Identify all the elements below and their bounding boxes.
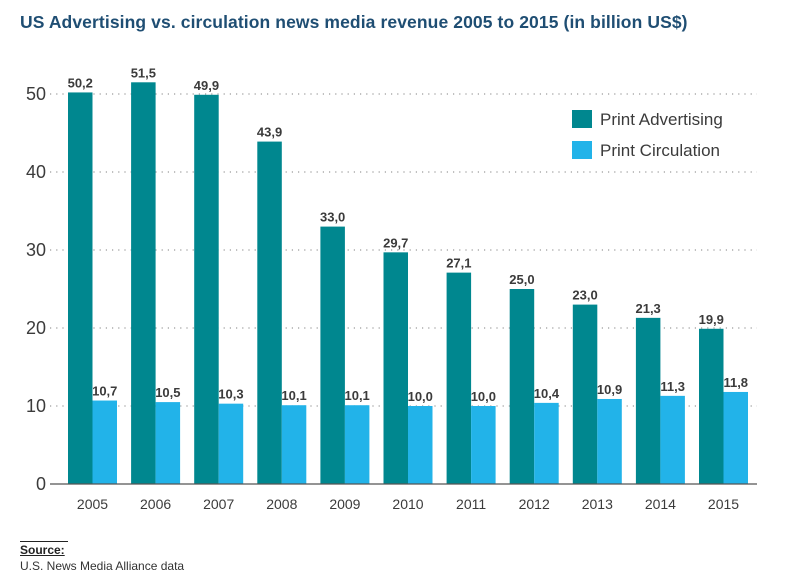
bar-print-advertising bbox=[131, 82, 156, 485]
data-label: 10,0 bbox=[471, 389, 496, 404]
bar-print-advertising bbox=[68, 92, 93, 484]
y-tick-label: 50 bbox=[26, 84, 46, 104]
bar-print-circulation bbox=[471, 406, 496, 484]
x-tick-label: 2013 bbox=[582, 496, 613, 512]
bar-print-circulation bbox=[155, 402, 181, 484]
y-axis-ticks: 0 10 20 30 40 50 bbox=[26, 84, 46, 494]
data-label: 10,7 bbox=[92, 384, 117, 399]
bar-print-circulation bbox=[660, 395, 685, 484]
bars bbox=[68, 82, 748, 485]
bar-print-advertising bbox=[194, 94, 219, 484]
legend-swatch bbox=[572, 110, 592, 128]
data-label: 43,9 bbox=[257, 125, 282, 140]
bar-print-circulation bbox=[344, 405, 370, 484]
data-label: 10,3 bbox=[218, 387, 243, 402]
bar-print-advertising bbox=[446, 272, 472, 484]
source-text: U.S. News Media Alliance data bbox=[20, 559, 185, 573]
x-axis-ticks: 2005 2006 2007 2008 2009 2010 2011 2012 2013 2014… bbox=[77, 496, 739, 512]
bar-print-advertising bbox=[635, 317, 661, 484]
source-heading: Source: bbox=[20, 543, 65, 557]
y-tick-label: 0 bbox=[36, 474, 46, 494]
legend-label: Print Circulation bbox=[600, 141, 720, 160]
x-tick-label: 2014 bbox=[645, 496, 676, 512]
data-label: 19,9 bbox=[699, 312, 724, 327]
data-label: 25,0 bbox=[509, 272, 534, 287]
source-rule bbox=[20, 541, 68, 542]
data-label: 10,9 bbox=[597, 382, 622, 397]
data-label: 23,0 bbox=[572, 288, 597, 303]
bar-print-advertising bbox=[509, 289, 535, 484]
data-label: 33,0 bbox=[320, 210, 345, 225]
data-label: 11,8 bbox=[723, 375, 748, 390]
legend-swatch bbox=[572, 141, 592, 159]
x-tick-label: 2009 bbox=[329, 496, 360, 512]
bar-print-advertising bbox=[572, 304, 598, 484]
x-tick-label: 2008 bbox=[266, 496, 297, 512]
legend-label: Print Advertising bbox=[600, 110, 723, 129]
bar-print-circulation bbox=[281, 405, 307, 484]
bar-print-advertising bbox=[699, 328, 724, 484]
bar-print-circulation bbox=[218, 403, 244, 484]
bar-print-advertising bbox=[320, 226, 345, 484]
data-label: 10,1 bbox=[344, 388, 369, 403]
data-label: 27,1 bbox=[446, 256, 471, 271]
bar-print-advertising bbox=[257, 141, 282, 484]
y-tick-label: 20 bbox=[26, 318, 46, 338]
bar-print-circulation bbox=[92, 400, 117, 484]
data-label: 29,7 bbox=[383, 235, 408, 250]
bar-print-circulation bbox=[534, 402, 559, 484]
x-tick-label: 2007 bbox=[203, 496, 234, 512]
data-label: 10,0 bbox=[408, 389, 433, 404]
value-labels: 50,2 10,7 51,5 10,5 49,9 10,3 43,9 10,1 33,0 10,1… bbox=[68, 65, 748, 404]
bar-print-circulation bbox=[597, 398, 622, 484]
bar-print-circulation bbox=[408, 406, 433, 484]
legend: Print Advertising Print Circulation bbox=[572, 110, 723, 160]
bar-print-advertising bbox=[383, 252, 408, 484]
x-tick-label: 2012 bbox=[519, 496, 550, 512]
x-tick-label: 2005 bbox=[77, 496, 108, 512]
y-tick-label: 10 bbox=[26, 396, 46, 416]
data-label: 50,2 bbox=[68, 75, 93, 90]
x-tick-label: 2011 bbox=[456, 496, 486, 512]
y-tick-label: 30 bbox=[26, 240, 46, 260]
data-label: 11,3 bbox=[660, 379, 685, 394]
data-label: 10,5 bbox=[155, 385, 180, 400]
x-tick-label: 2006 bbox=[140, 496, 171, 512]
bar-print-circulation bbox=[723, 391, 748, 484]
chart-title: US Advertising vs. circulation news medi… bbox=[20, 12, 688, 32]
y-tick-label: 40 bbox=[26, 162, 46, 182]
x-tick-label: 2015 bbox=[708, 496, 739, 512]
data-label: 21,3 bbox=[635, 301, 660, 316]
data-label: 51,5 bbox=[131, 65, 156, 80]
data-label: 49,9 bbox=[194, 78, 219, 93]
data-label: 10,4 bbox=[534, 386, 560, 401]
data-label: 10,1 bbox=[281, 388, 306, 403]
x-tick-label: 2010 bbox=[392, 496, 423, 512]
